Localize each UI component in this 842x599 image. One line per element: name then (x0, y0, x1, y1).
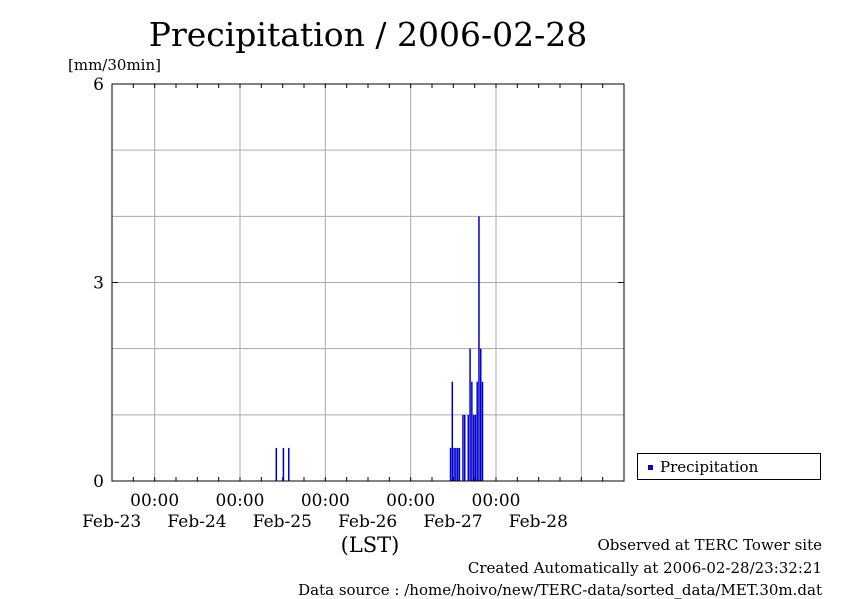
precipitation-bar (471, 381, 473, 481)
x-tick-date-label: Feb-27 (423, 512, 482, 532)
x-tick-date-label: Feb-25 (253, 512, 312, 532)
x-tick-time-label: 00:00 (472, 491, 521, 511)
x-tick-time-label: 00:00 (216, 491, 265, 511)
legend-swatch (648, 465, 653, 470)
y-axis-unit: [mm/30min] (68, 56, 161, 74)
precipitation-bar (464, 414, 466, 481)
precipitation-bar (458, 447, 461, 481)
precipitation-bar (480, 348, 482, 481)
precipitation-bar (481, 381, 484, 481)
y-tick-labels: 0 3 6 (93, 75, 624, 492)
precipitation-bar (275, 447, 278, 481)
y-tick-label: 6 (93, 75, 104, 95)
y-tick-label: 0 (93, 472, 104, 492)
precipitation-bar (472, 414, 475, 481)
precipitation-bar (456, 447, 459, 481)
precipitation-bar (478, 216, 480, 482)
precipitation-bar (453, 447, 455, 481)
grid-lines (111, 84, 625, 481)
y-tick-label: 3 (93, 274, 104, 294)
x-tick-time-label: 00:00 (301, 491, 350, 511)
precipitation-bar (467, 414, 470, 481)
precipitation-bar (455, 447, 457, 481)
x-tick-date-label: Feb-23 (82, 512, 141, 532)
footer-observed: Observed at TERC Tower site (597, 536, 822, 554)
x-tick-date-label: Feb-28 (509, 512, 568, 532)
precipitation-bars (275, 216, 484, 482)
footer-created: Created Automatically at 2006-02-28/23:3… (467, 559, 822, 577)
precipitation-bar (282, 447, 285, 481)
precipitation-bar (462, 414, 464, 481)
x-tick-time-label: 00:00 (386, 491, 435, 511)
footer-source: Data source : /home/hoivo/new/TERC-data/… (298, 581, 822, 599)
precipitation-bar (288, 447, 290, 481)
legend: Precipitation (637, 453, 821, 480)
precipitation-bar (451, 381, 454, 481)
x-tick-date-label: Feb-24 (167, 512, 226, 532)
precipitation-bar (469, 348, 471, 481)
x-axis-label: (LST) (341, 533, 400, 557)
x-tick-time-label: 00:00 (130, 491, 179, 511)
precipitation-bar (449, 447, 452, 481)
x-tick-date-label: Feb-26 (338, 512, 397, 532)
precipitation-bar (476, 381, 478, 481)
legend-label: Precipitation (660, 458, 759, 476)
chart-title: Precipitation / 2006-02-28 (149, 15, 587, 54)
precipitation-bar (474, 414, 477, 481)
